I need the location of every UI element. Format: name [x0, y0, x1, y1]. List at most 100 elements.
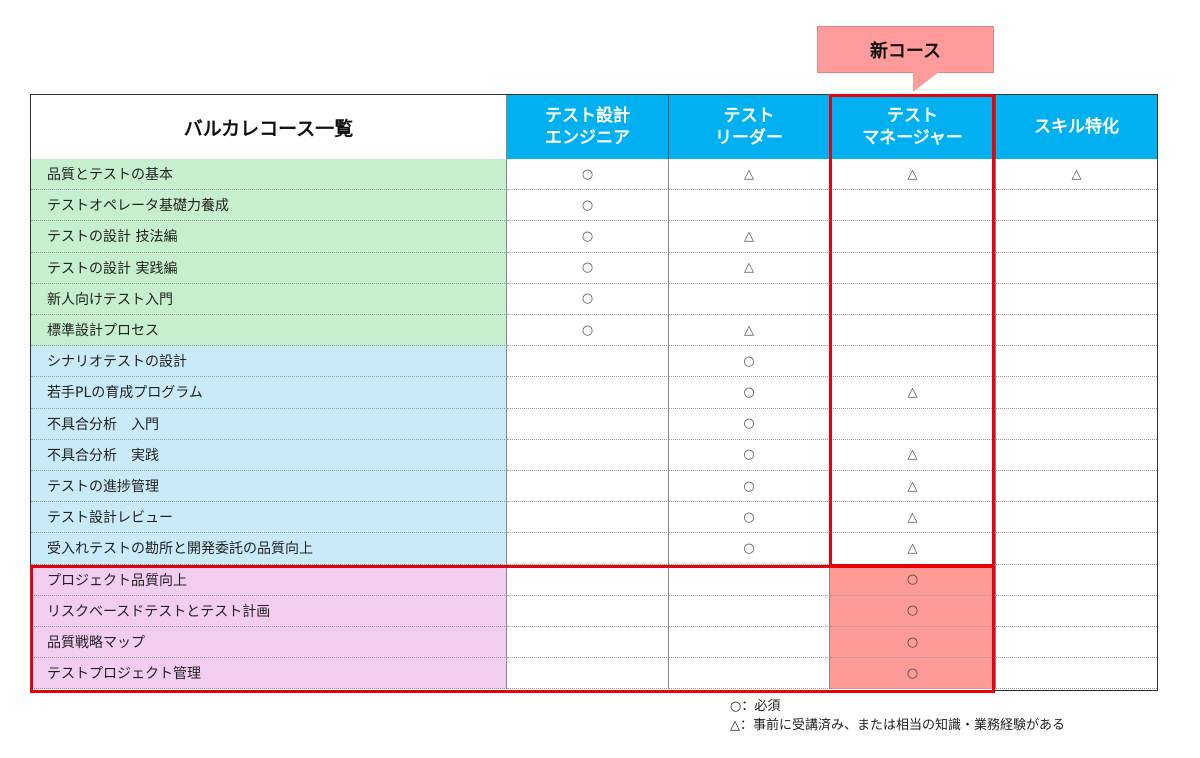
col-header-test-leader: テスト リーダー	[669, 95, 830, 159]
mark-test-manager: ○	[830, 658, 996, 690]
mark-skill-specialization	[996, 533, 1157, 565]
table-row: 標準設計プロセス ○ △	[31, 315, 1157, 347]
mark-skill-specialization	[996, 253, 1157, 284]
mark-test-manager	[830, 283, 996, 315]
course-name: 受入れテストの勘所と開発委託の品質向上	[31, 533, 507, 565]
mark-test-leader	[669, 595, 830, 627]
mark-test-design-engineer	[507, 564, 669, 596]
course-name: 品質とテストの基本	[31, 159, 507, 191]
table-row: テストの設計 実践編 ○ △	[31, 252, 1157, 284]
mark-test-leader: ○	[669, 439, 830, 471]
mark-test-design-engineer	[507, 627, 669, 659]
mark-test-manager: ○	[830, 564, 996, 596]
course-name: プロジェクト品質向上	[31, 564, 507, 596]
mark-skill-specialization	[996, 284, 1157, 315]
table-row: テストの進捗管理 ○ △	[31, 471, 1157, 503]
legend-required: ○：必須	[730, 699, 781, 714]
course-table: バルカレコース一覧 テスト設計 エンジニア テスト リーダー テスト マネージャ…	[30, 94, 1158, 691]
mark-test-manager: △	[830, 533, 996, 565]
table-row: テストの設計 技法編 ○ △	[31, 221, 1157, 253]
mark-test-leader	[669, 190, 830, 222]
mark-test-manager	[830, 190, 996, 222]
mark-test-leader: △	[669, 252, 830, 284]
mark-test-design-engineer	[507, 502, 669, 534]
table-row: テストプロジェクト管理 ○	[31, 658, 1157, 690]
mark-test-manager: △	[830, 439, 996, 471]
mark-test-leader	[669, 658, 830, 690]
mark-test-leader: ○	[669, 533, 830, 565]
mark-skill-specialization	[996, 658, 1157, 690]
mark-test-design-engineer	[507, 377, 669, 409]
mark-test-design-engineer	[507, 346, 669, 378]
table-row: テスト設計レビュー ○ △	[31, 502, 1157, 534]
table-row: 品質戦略マップ ○	[31, 627, 1157, 659]
mark-test-design-engineer: ○	[507, 221, 669, 253]
mark-test-design-engineer: ○	[507, 283, 669, 315]
mark-skill-specialization	[996, 221, 1157, 253]
table-row: プロジェクト品質向上 ○	[31, 564, 1157, 596]
mark-test-manager	[830, 346, 996, 378]
col-header-test-design-engineer: テスト設計 エンジニア	[507, 95, 669, 159]
table-row: シナリオテストの設計 ○	[31, 346, 1157, 378]
course-name: 若手PLの育成プログラム	[31, 377, 507, 409]
course-name: 不具合分析 実践	[31, 439, 507, 471]
mark-test-design-engineer: ○	[507, 252, 669, 284]
mark-test-design-engineer	[507, 658, 669, 690]
mark-test-leader	[669, 564, 830, 596]
mark-skill-specialization	[996, 596, 1157, 627]
mark-test-manager: △	[830, 502, 996, 534]
course-name: 標準設計プロセス	[31, 315, 507, 347]
mark-test-manager: △	[830, 377, 996, 409]
mark-test-leader: ○	[669, 346, 830, 378]
col-header-skill-specialization: スキル特化	[996, 95, 1157, 159]
mark-test-manager	[830, 221, 996, 253]
table-row: 受入れテストの勘所と開発委託の品質向上 ○ △	[31, 533, 1157, 565]
table-title: バルカレコース一覧	[31, 95, 507, 159]
table-row: 若手PLの育成プログラム ○ △	[31, 377, 1157, 409]
mark-skill-specialization	[996, 190, 1157, 222]
course-name: テスト設計レビュー	[31, 502, 507, 534]
mark-test-leader: ○	[669, 408, 830, 440]
table-row: 新人向けテスト入門 ○	[31, 283, 1157, 315]
callout-label: 新コース	[869, 40, 942, 62]
mark-test-manager	[830, 408, 996, 440]
mark-skill-specialization	[996, 502, 1157, 534]
mark-test-design-engineer	[507, 471, 669, 503]
table-row: 品質とテストの基本 ○ △ △ △	[31, 159, 1157, 191]
mark-skill-specialization	[996, 315, 1157, 347]
course-name: テストの進捗管理	[31, 471, 507, 503]
course-name: 品質戦略マップ	[31, 627, 507, 659]
mark-skill-specialization	[996, 409, 1157, 440]
mark-test-design-engineer	[507, 533, 669, 565]
mark-test-design-engineer	[507, 595, 669, 627]
mark-test-design-engineer	[507, 408, 669, 440]
course-name: テストプロジェクト管理	[31, 658, 507, 690]
mark-test-manager: ○	[830, 627, 996, 659]
course-name: 新人向けテスト入門	[31, 283, 507, 315]
mark-test-design-engineer: ○	[507, 315, 669, 347]
course-name: テストの設計 実践編	[31, 252, 507, 284]
table-row: 不具合分析 実践 ○ △	[31, 439, 1157, 471]
mark-test-leader	[669, 283, 830, 315]
mark-skill-specialization	[996, 440, 1157, 471]
mark-skill-specialization	[996, 565, 1157, 596]
course-name: テストオペレータ基礎力養成	[31, 190, 507, 222]
mark-test-leader: ○	[669, 377, 830, 409]
mark-test-leader: △	[669, 159, 830, 191]
mark-test-manager: ○	[830, 595, 996, 627]
legend: ○：必須 △：事前に受講済み、または相当の知識・業務経験がある	[730, 697, 1065, 735]
table-row: 不具合分析 入門 ○	[31, 408, 1157, 440]
mark-test-leader: △	[669, 315, 830, 347]
course-name: シナリオテストの設計	[31, 346, 507, 378]
mark-test-design-engineer: ○	[507, 190, 669, 222]
mark-skill-specialization	[996, 627, 1157, 659]
mark-test-leader: ○	[669, 502, 830, 534]
course-name: リスクベースドテストとテスト計画	[31, 595, 507, 627]
mark-test-manager	[830, 315, 996, 347]
mark-test-design-engineer	[507, 439, 669, 471]
col-header-test-manager: テスト マネージャー	[830, 95, 996, 159]
mark-test-manager: △	[830, 471, 996, 503]
mark-test-manager	[830, 252, 996, 284]
course-name: テストの設計 技法編	[31, 221, 507, 253]
course-name: 不具合分析 入門	[31, 408, 507, 440]
